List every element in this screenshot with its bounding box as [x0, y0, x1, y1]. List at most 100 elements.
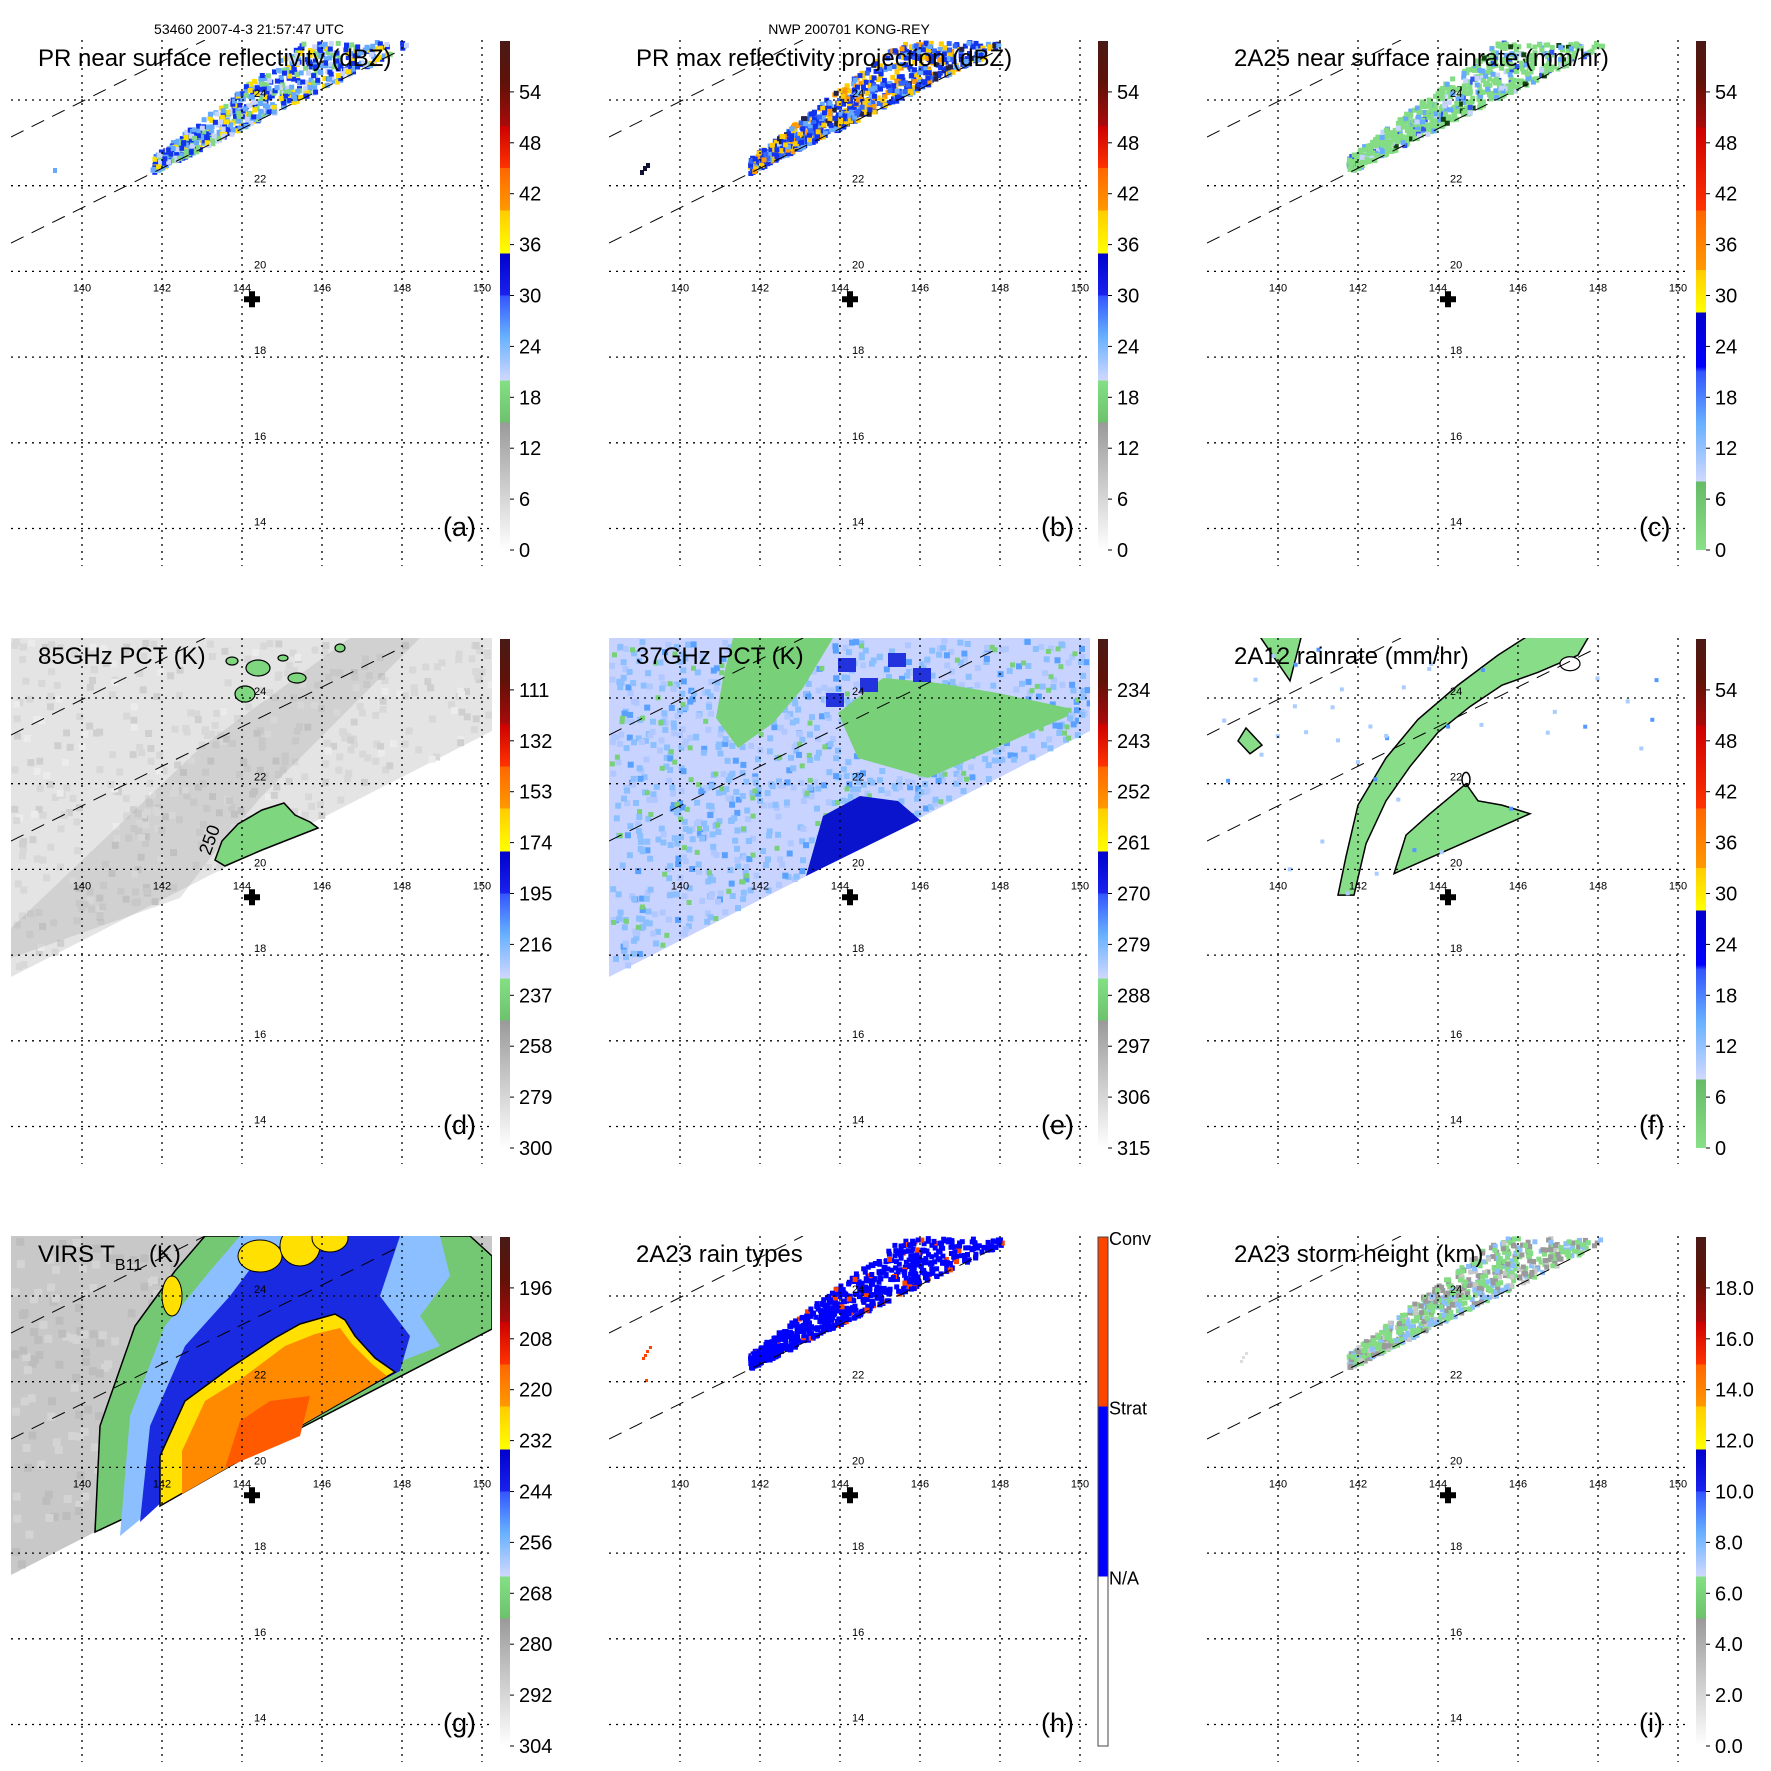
swath-pixel	[735, 796, 742, 803]
lat-label: 20	[852, 259, 864, 271]
swath-edge-line	[11, 40, 206, 138]
lat-label: 14	[254, 1713, 266, 1725]
swath-pixel	[867, 753, 873, 759]
precip-pixel	[209, 124, 215, 130]
precip-pixel	[1429, 101, 1435, 107]
precip-pixel	[844, 1305, 850, 1311]
swath-pixel	[103, 1246, 112, 1255]
precip-pixel	[295, 95, 301, 101]
swath-pixel	[680, 651, 687, 658]
precip-pixel	[202, 129, 208, 135]
swath-pixel	[699, 835, 706, 842]
colorbar-tick-label: 174	[519, 833, 552, 855]
precip-pixel	[915, 1250, 921, 1256]
precip-pixel	[1492, 56, 1498, 62]
precip-pixel	[1509, 67, 1515, 73]
precip-pixel	[291, 92, 296, 98]
precip-pixel	[822, 131, 828, 137]
lon-label: 142	[1349, 282, 1367, 294]
swath-pixel	[458, 708, 466, 716]
swath-pixel	[271, 694, 279, 702]
precip-pixel	[308, 77, 314, 83]
precip-pixel	[281, 67, 287, 73]
swath-pixel	[96, 894, 104, 902]
precip-pixel	[191, 127, 197, 133]
swath-pixel	[835, 800, 840, 805]
swath-pixel	[208, 653, 216, 660]
swath-pixel	[677, 800, 684, 807]
swath-pixel	[290, 667, 298, 675]
precip-pixel	[964, 56, 970, 62]
precip-pixel	[1546, 66, 1552, 72]
swath-pixel	[84, 1405, 93, 1414]
precip-pixel	[807, 132, 813, 138]
swath-pixel	[308, 802, 316, 810]
swath-pixel	[1439, 850, 1444, 855]
swath-pixel	[658, 720, 664, 726]
swath-pixel	[697, 826, 702, 831]
swath-pixel	[761, 802, 767, 809]
swath-pixel	[258, 743, 266, 751]
swath-pixel	[37, 1460, 46, 1469]
swath-pixel	[673, 643, 680, 650]
precip-pixel	[1530, 79, 1536, 85]
swath-pixel	[924, 748, 930, 754]
precip-pixel	[1530, 58, 1536, 64]
panel-title-text: PR near surface reflectivity (dBZ)	[38, 45, 391, 72]
precip-pixel	[1359, 154, 1365, 160]
swath-pixel	[897, 784, 904, 791]
precip-pixel	[1358, 147, 1363, 153]
data-field	[53, 40, 409, 175]
precip-pixel	[1551, 64, 1556, 70]
swath-pixel	[29, 1295, 38, 1304]
swath-pixel	[258, 737, 266, 745]
swath-pixel	[140, 811, 147, 819]
swath-pixel	[1010, 756, 1017, 763]
swath-pixel	[799, 763, 805, 769]
plus-icon	[244, 889, 260, 906]
swath-pixel	[463, 713, 471, 721]
swath-pixel	[243, 765, 251, 773]
precip-pixel	[934, 54, 940, 60]
precip-pixel	[1477, 59, 1483, 65]
precip-pixel	[1425, 131, 1431, 137]
swath-pixel	[411, 689, 418, 697]
precip-pixel	[761, 157, 767, 163]
precip-pixel	[859, 104, 865, 110]
precip-pixel	[1465, 99, 1471, 105]
swath-pixel	[86, 722, 94, 730]
precip-pixel	[958, 52, 964, 58]
precip-pixel	[1419, 103, 1425, 109]
swath-pixel	[138, 749, 146, 757]
swath-pixel	[633, 800, 639, 806]
lat-label: 24	[254, 686, 266, 698]
precip-pixel	[871, 75, 877, 81]
precip-pixel	[328, 41, 334, 47]
lat-label: 14	[1450, 517, 1462, 529]
precip-pixel	[752, 169, 758, 174]
precip-pixel	[812, 109, 817, 115]
swath-pixel	[73, 917, 81, 925]
swath-pixel	[206, 640, 214, 648]
swath-pixel	[710, 843, 717, 850]
swath-pixel	[725, 795, 732, 802]
swath-pixel	[687, 734, 694, 741]
precip-pixel	[1509, 89, 1515, 95]
swath-pixel	[322, 778, 330, 786]
swath-pixel	[628, 718, 635, 725]
precip-pixel	[897, 93, 903, 99]
swath-pixel	[677, 658, 684, 665]
precip-pixel	[1528, 55, 1534, 61]
precip-pixel	[765, 156, 771, 161]
colorbar-tick-label: 30	[519, 286, 541, 308]
precip-pixel	[875, 95, 881, 101]
precip-pixel	[937, 57, 943, 63]
precip-pixel	[927, 44, 933, 50]
precip-pixel	[908, 1253, 914, 1259]
swath-pixel	[681, 845, 687, 851]
precip-pixel	[948, 1244, 954, 1250]
swath-pixel	[674, 713, 681, 719]
precip-pixel	[1496, 82, 1502, 88]
precip-pixel	[1380, 129, 1386, 135]
precip-pixel	[894, 94, 900, 100]
